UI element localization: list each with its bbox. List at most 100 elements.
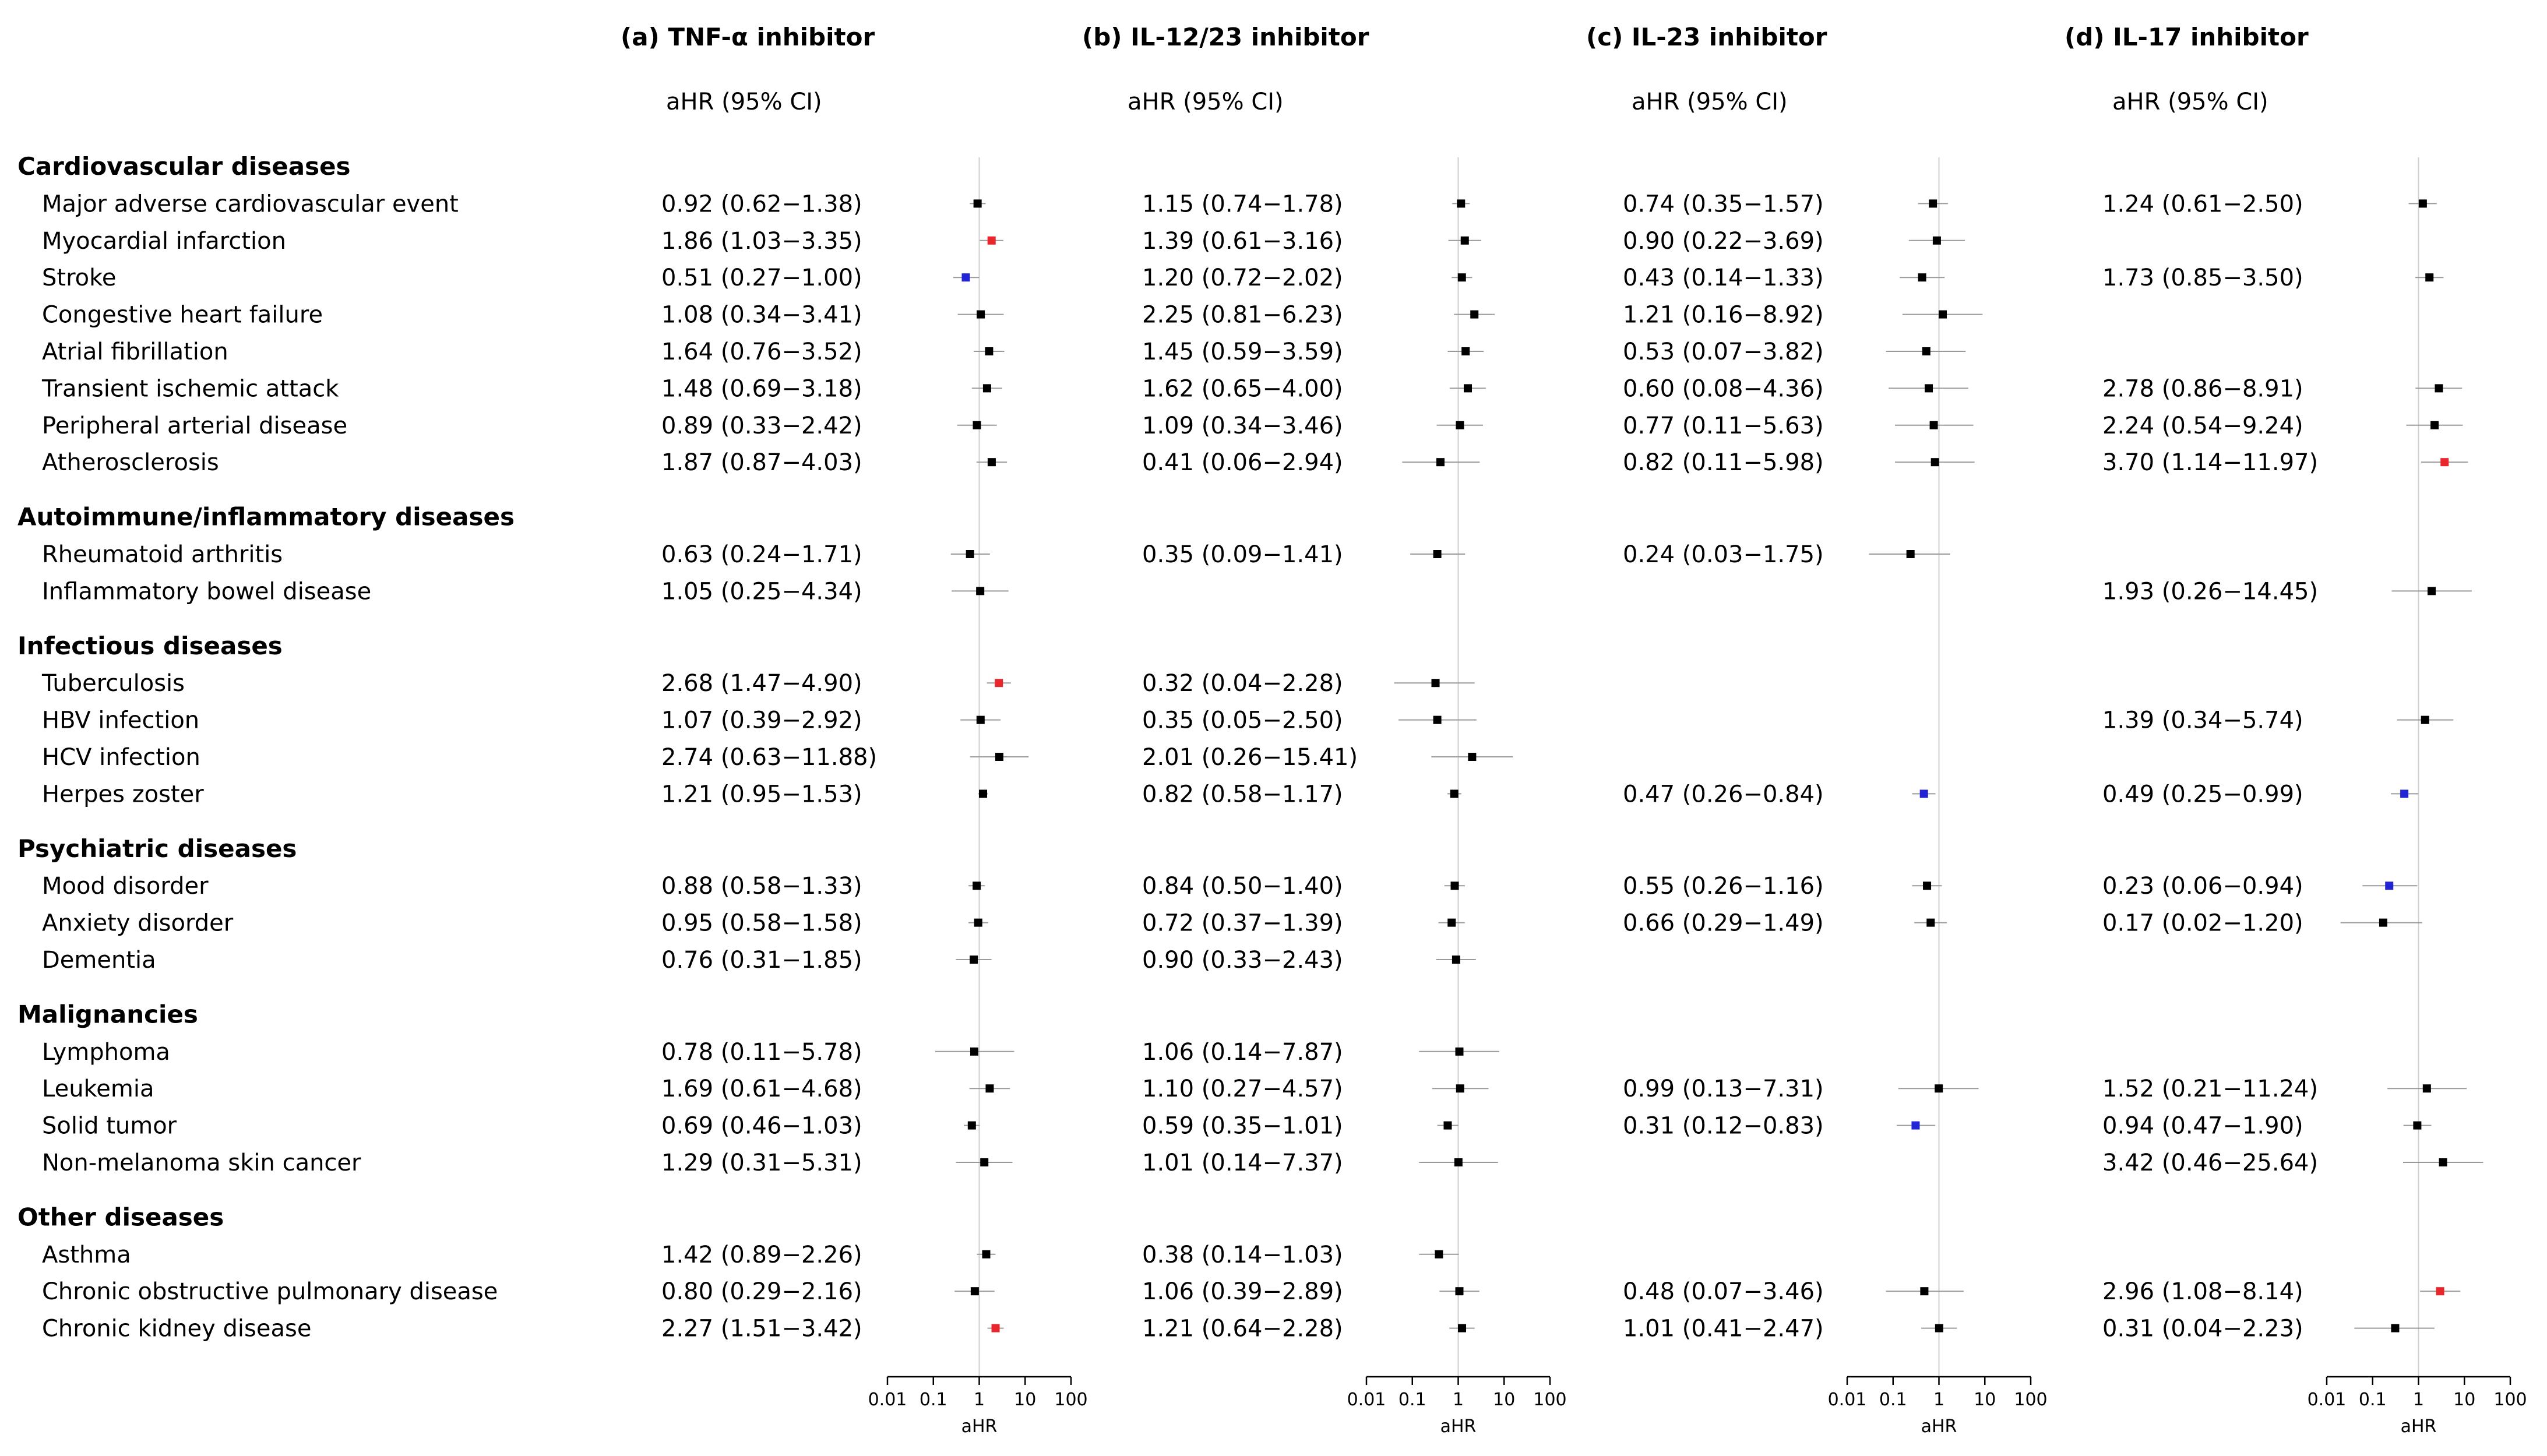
estimate-label-b: 0.72 (0.37−1.39) [1142,910,1343,937]
estimate-label-d: 3.42 (0.46−25.64) [2102,1150,2318,1176]
hr-point-d [2439,1158,2447,1166]
x-tick-label: 10 [1014,1390,1036,1410]
x-tick-label: 100 [2014,1390,2047,1410]
hr-point-d [2430,421,2439,429]
estimate-label-a: 0.69 (0.46−1.03) [661,1113,862,1140]
hr-point-a [991,1324,1000,1332]
x-tick-label: 100 [2493,1390,2527,1410]
hr-point-a [985,1084,994,1093]
hr-point-a [995,679,1003,688]
column-header-c: aHR (95% CI) [1632,89,1788,115]
hr-point-d [2425,273,2434,282]
x-tick-label: 0.1 [1398,1390,1426,1410]
category-heading: Autoimmune/inflammatory diseases [17,503,515,531]
estimate-label-a: 1.42 (0.89−2.26) [661,1242,862,1268]
estimate-label-b: 0.82 (0.58−1.17) [1142,781,1343,808]
hr-point-a [985,347,994,355]
category-heading: Other diseases [17,1203,224,1231]
hr-point-b [1455,1287,1464,1296]
estimate-label-d: 1.73 (0.85−3.50) [2102,265,2303,291]
outcome-label: Chronic obstructive pulmonary disease [42,1278,498,1305]
hr-point-a [987,236,996,245]
estimate-label-d: 0.23 (0.06−0.94) [2102,873,2303,900]
hr-point-b [1456,421,1464,429]
x-tick-label: 0.1 [1879,1390,1907,1410]
hr-point-d [2379,918,2387,927]
estimate-label-b: 0.90 (0.33−2.43) [1142,947,1343,974]
hr-point-c [1920,1287,1929,1296]
hr-point-b [1457,199,1466,208]
hr-point-a [987,458,996,467]
hr-point-d [2391,1324,2400,1332]
estimate-label-a: 0.63 (0.24−1.71) [661,541,862,568]
hr-point-c [1929,421,1938,429]
hr-point-d [2400,789,2409,798]
estimate-label-c: 0.77 (0.11−5.63) [1623,413,1824,439]
estimate-label-c: 0.90 (0.22−3.69) [1623,228,1824,255]
outcome-label: Anxiety disorder [42,910,234,937]
hr-point-b [1455,1047,1464,1056]
estimate-label-b: 1.10 (0.27−4.57) [1142,1076,1343,1102]
estimate-label-c: 1.01 (0.41−2.47) [1623,1316,1824,1342]
outcome-label: Asthma [42,1242,131,1268]
estimate-label-a: 0.89 (0.33−2.42) [661,413,862,439]
column-header-d: aHR (95% CI) [2112,89,2268,115]
hr-point-b [1452,956,1460,964]
hr-point-c [1925,384,1933,393]
hr-point-c [1939,310,1947,319]
hr-point-b [1454,1158,1463,1166]
outcome-label: Chronic kidney disease [42,1316,311,1342]
hr-point-c [1930,458,1939,467]
estimate-label-c: 0.53 (0.07−3.82) [1623,339,1824,365]
estimate-label-a: 1.87 (0.87−4.03) [661,449,862,476]
hr-point-d [2436,1287,2444,1296]
hr-point-c [1919,789,1928,798]
column-header-a: aHR (95% CI) [666,89,822,115]
x-tick-label: 0.1 [2359,1390,2387,1410]
x-tick-label: 10 [1974,1390,1996,1410]
estimate-label-c: 0.66 (0.29−1.49) [1623,910,1824,937]
hr-point-b [1468,753,1477,761]
estimate-label-c: 1.21 (0.16−8.92) [1623,302,1824,329]
hr-point-a [982,1250,991,1258]
hr-point-a [977,310,985,319]
hr-point-a [973,421,981,429]
hr-point-b [1435,1250,1443,1258]
estimate-label-c: 0.74 (0.35−1.57) [1623,191,1824,217]
outcome-label: HBV infection [42,707,199,734]
x-tick-label: 0.01 [1828,1390,1867,1410]
outcome-label: Lymphoma [42,1039,170,1066]
estimate-label-b: 0.84 (0.50−1.40) [1142,873,1343,900]
hr-point-a [970,956,978,964]
hr-point-c [1918,273,1926,282]
estimate-label-d: 2.24 (0.54−9.24) [2102,413,2303,439]
estimate-label-c: 0.47 (0.26−0.84) [1623,781,1824,808]
estimate-label-a: 1.69 (0.61−4.68) [661,1076,862,1102]
hr-point-b [1447,918,1456,927]
estimate-label-b: 0.59 (0.35−1.01) [1142,1113,1343,1140]
outcome-label: Rheumatoid arthritis [42,541,283,568]
estimate-label-d: 1.24 (0.61−2.50) [2102,191,2303,217]
panel-title-b: (b) IL-12/23 inhibitor [1082,23,1369,51]
hr-point-d [2413,1121,2422,1130]
x-tick-label: 0.01 [868,1390,907,1410]
hr-point-c [1911,1121,1920,1130]
x-tick-label: 1 [1453,1390,1464,1410]
estimate-label-a: 0.78 (0.11−5.78) [661,1039,862,1066]
estimate-label-d: 1.39 (0.34−5.74) [2102,707,2303,734]
outcome-label: Atherosclerosis [42,449,219,476]
estimate-label-b: 1.62 (0.65−4.00) [1142,375,1343,402]
x-tick-label: 0.1 [920,1390,947,1410]
hr-point-d [2422,1084,2431,1093]
estimate-label-c: 0.82 (0.11−5.98) [1623,449,1824,476]
category-heading: Malignancies [17,1000,198,1028]
hr-point-a [966,550,974,558]
x-axis-label-d: aHR [2401,1416,2437,1437]
hr-point-b [1461,347,1470,355]
outcome-label: Leukemia [42,1076,154,1102]
hr-point-b [1460,236,1469,245]
outcome-label: HCV infection [42,744,200,771]
estimate-label-a: 1.05 (0.25−4.34) [661,578,862,605]
x-axis-label-b: aHR [1440,1416,1477,1437]
